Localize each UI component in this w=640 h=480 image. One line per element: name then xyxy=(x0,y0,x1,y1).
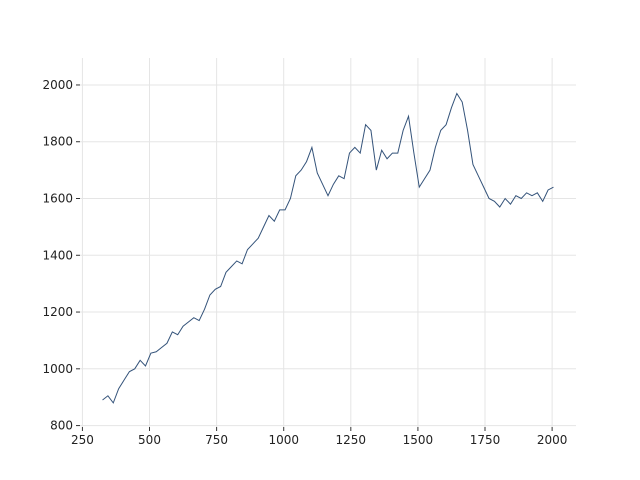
x-tick-label: 2000 xyxy=(537,433,568,447)
y-tick-label: 1400 xyxy=(42,248,73,262)
y-tick-label: 2000 xyxy=(42,78,73,92)
x-tick-label: 1000 xyxy=(268,433,299,447)
x-tick-label: 750 xyxy=(205,433,228,447)
line xyxy=(102,92,554,404)
x-tick-label: 1250 xyxy=(336,433,367,447)
y-tick-label: 1800 xyxy=(42,135,73,149)
x-tick-label: 1750 xyxy=(470,433,501,447)
y-tick-label: 1200 xyxy=(42,305,73,319)
y-tick-label: 800 xyxy=(50,419,73,433)
x-tick-label: 250 xyxy=(71,433,94,447)
x-tick-label: 1500 xyxy=(403,433,434,447)
y-tick-label: 1000 xyxy=(42,362,73,376)
x-tick-label: 500 xyxy=(138,433,161,447)
y-tick-label: 1600 xyxy=(42,192,73,206)
